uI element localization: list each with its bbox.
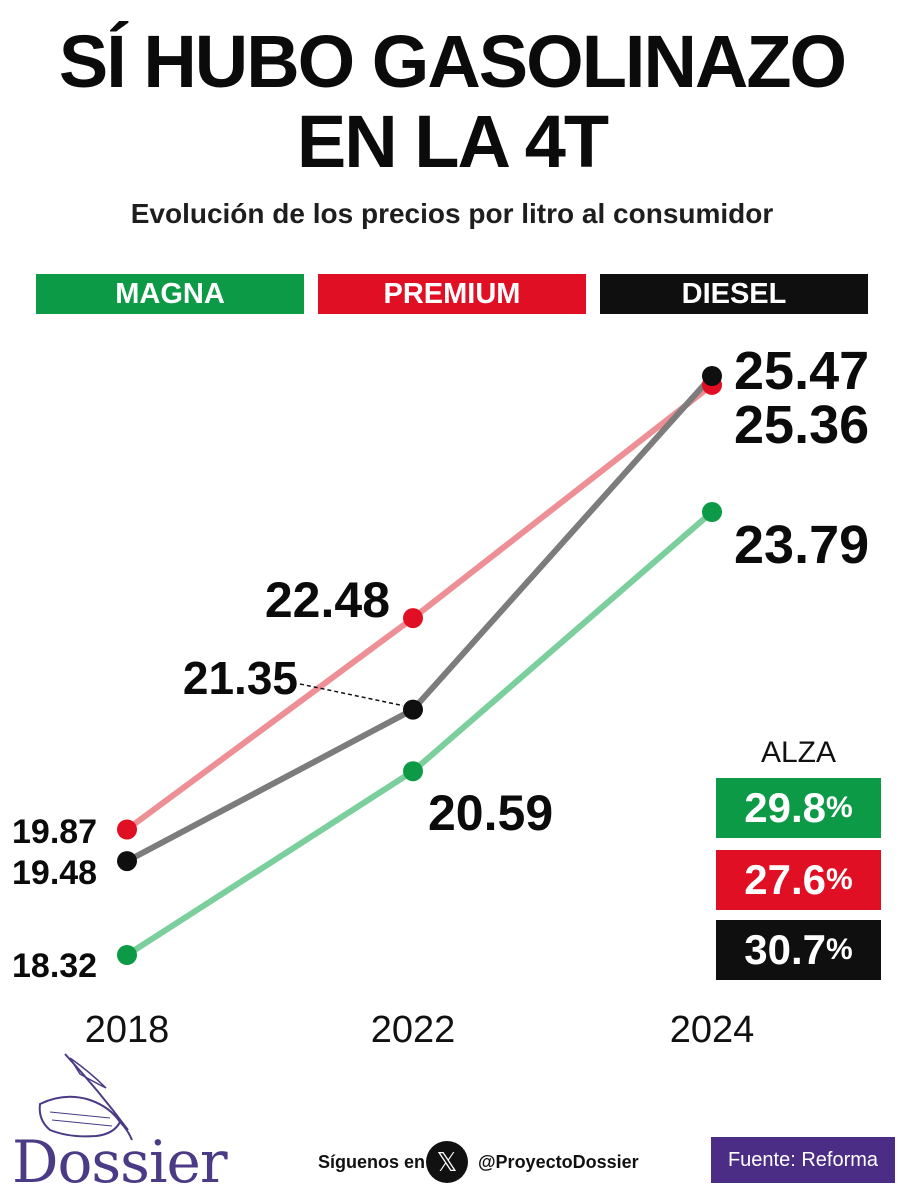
x-tick-label: 2024 — [670, 1009, 755, 1051]
page-title: SÍ HUBO GASOLINAZO EN LA 4T — [0, 22, 904, 182]
alza-label: ALZA — [760, 736, 837, 769]
data-point-magna — [403, 761, 423, 782]
alza-magna-value: 29.8 — [744, 784, 827, 831]
data-point-premium — [117, 819, 137, 840]
data-label-magna: 23.79 — [734, 515, 869, 575]
legend-magna: MAGNA — [36, 274, 304, 314]
data-label-diesel: 19.48 — [12, 854, 97, 892]
alza-diesel-unit: % — [826, 933, 853, 966]
data-point-magna — [117, 945, 137, 965]
data-point-diesel — [117, 851, 137, 872]
data-label-diesel: 25.47 — [734, 341, 869, 401]
alza-diesel-value: 30.7 — [744, 926, 827, 973]
x-logo-icon[interactable]: 𝕏 — [426, 1141, 468, 1183]
social-handle-link[interactable]: @ProyectoDossier — [478, 1152, 639, 1172]
data-label-magna: 18.32 — [12, 947, 97, 985]
diesel-label-leader — [299, 683, 404, 707]
brand-logo: Dossier — [12, 1128, 228, 1196]
x-tick-label: 2018 — [85, 1009, 170, 1051]
data-point-premium — [403, 608, 423, 629]
data-label-magna: 20.59 — [428, 785, 553, 841]
data-point-diesel — [702, 366, 722, 386]
series-line-magna — [124, 509, 715, 958]
data-label-premium: 22.48 — [265, 572, 390, 628]
title-line-1: SÍ HUBO GASOLINAZO — [58, 20, 847, 103]
alza-premium-unit: % — [826, 863, 853, 896]
alza-premium-value: 27.6 — [744, 856, 827, 903]
source-badge: Fuente: Reforma — [711, 1137, 895, 1183]
quill-logo-icon — [38, 1053, 133, 1141]
alza-diesel-badge: 30.7% — [716, 920, 881, 980]
chart-subtitle: Evolución de los precios por litro al co… — [130, 198, 774, 229]
legend-diesel: DIESEL — [600, 274, 868, 314]
follow-text: Síguenos en — [318, 1152, 426, 1172]
x-tick-label: 2022 — [371, 1009, 456, 1051]
data-label-premium: 19.87 — [12, 813, 97, 851]
data-point-magna — [702, 502, 722, 522]
alza-premium-badge: 27.6% — [716, 850, 881, 910]
data-point-diesel — [403, 699, 423, 720]
title-line-2: EN LA 4T — [296, 100, 609, 183]
legend-premium: PREMIUM — [318, 274, 586, 314]
data-label-premium: 25.36 — [734, 395, 869, 455]
data-label-diesel: 21.35 — [183, 652, 298, 704]
alza-magna-badge: 29.8% — [716, 778, 881, 838]
alza-magna-unit: % — [826, 791, 853, 824]
